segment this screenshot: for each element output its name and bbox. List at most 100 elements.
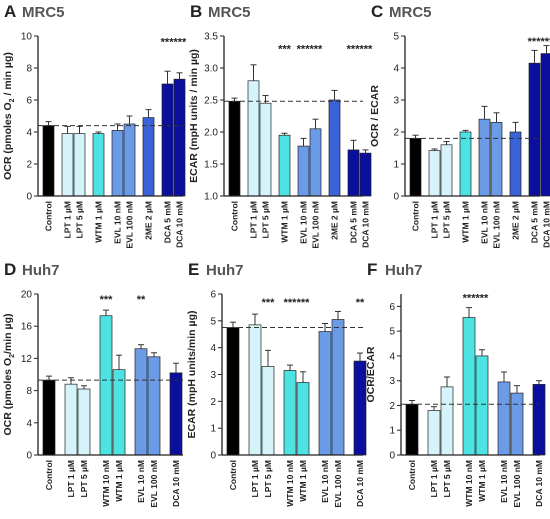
x-category-label: EVL 10 nM [136, 460, 146, 503]
bar [142, 117, 155, 197]
bar [259, 102, 272, 197]
y-tick-label: 3 [393, 96, 399, 107]
significance-marker: *** [100, 294, 114, 306]
x-category-label: WTM 1 µM [114, 460, 124, 502]
y-tick-label: 4 [393, 64, 399, 75]
y-tick-label: 0 [210, 451, 216, 462]
y-axis-label-part: OCR (pmoles O [2, 358, 14, 436]
significance-marker: *** [297, 297, 311, 309]
y-axis-label-part: ECAR (mpH units/min µg) [186, 311, 198, 439]
bar [440, 144, 453, 197]
y-axis-label: ECAR (mpH units / min µg) [188, 49, 200, 183]
x-category-label: 2ME 2 µM [144, 201, 154, 240]
panel-d: D Huh7 OCR (pmoles O2/min µg) 0 4 8 12 16 20 Cont… [2, 260, 183, 508]
bar [278, 134, 291, 197]
y-tick-label: 5 [393, 32, 399, 43]
x-category-label: WTM 10 nM [285, 460, 295, 507]
bar [510, 392, 524, 456]
y-tick-label: 4 [26, 418, 32, 429]
x-category-label: Control [44, 201, 54, 231]
bar [169, 372, 183, 456]
panel-letter: C [371, 2, 383, 21]
x-category-label: Control [407, 460, 417, 490]
bar [228, 100, 241, 197]
bar [73, 133, 86, 197]
x-category-label: Control [411, 201, 421, 231]
panel-title: MRC5 [22, 4, 65, 21]
x-category-label: LPT 1 µM [249, 201, 259, 238]
bar [328, 99, 341, 197]
y-tick-label: 3.5 [204, 32, 218, 43]
bar [248, 324, 262, 456]
y-tick-label: 2 [26, 160, 32, 171]
x-category-label: DCA 10 mM [534, 460, 544, 507]
x-category-label: WTM 1 µM [298, 460, 308, 502]
x-category-label: Control [228, 460, 238, 490]
x-category-label: LPT 5 µM [263, 460, 273, 497]
x-category-label: LPT 1 µM [250, 460, 260, 497]
significance-marker: *** [278, 44, 292, 56]
bar [347, 149, 360, 197]
y-tick-label: 4 [26, 128, 32, 139]
x-category-label: EVL 100 nM [512, 460, 522, 508]
x-category-label: EVL 100 nM [333, 460, 343, 508]
bar [427, 410, 441, 456]
bar [297, 145, 310, 197]
bar [409, 138, 422, 197]
x-category-label: LPT 1 µM [430, 201, 440, 238]
y-tick-label: 3 [389, 376, 395, 387]
y-axis-label-part: / min µg) [2, 52, 14, 98]
x-category-label: DCA 5 mM [163, 201, 173, 243]
y-axis-label-subscript: 2 [9, 98, 16, 102]
x-category-label: EVL 10 nM [320, 460, 330, 503]
bar [247, 80, 260, 197]
x-category-label: LPT 1 µM [63, 201, 73, 238]
bar [92, 133, 105, 197]
y-tick-label: 4 [389, 351, 395, 362]
y-axis-label-part: /min µg) [2, 314, 14, 354]
y-tick-label: 1.5 [204, 160, 218, 171]
x-category-label: Control [44, 460, 54, 490]
y-tick-label: 0 [26, 192, 32, 203]
x-category-label: EVL 100 nM [311, 201, 321, 249]
y-tick-label: 1 [393, 160, 399, 171]
y-tick-label: 5 [210, 316, 216, 327]
bar [173, 78, 186, 197]
y-tick-label: 8 [26, 386, 32, 397]
panel-e: E Huh7 ECAR (mpH units/min µg) 0 1 2 3 4 5 6 Contr… [186, 260, 367, 508]
panel-b: B MRC5 ECAR (mpH units / min µg) 1.0 1.5 2.0 2… [188, 2, 373, 249]
y-axis-label-part: OCR/ECAR [365, 346, 377, 402]
bar [283, 370, 297, 456]
x-category-label: WTM 1 µM [94, 201, 104, 243]
y-axis-label-subscript: 2 [9, 354, 16, 358]
x-category-label: LPT 5 µM [442, 460, 452, 497]
y-tick-label: 1 [389, 426, 395, 437]
x-category-label: EVL 10 nM [299, 201, 309, 244]
y-axis-label-part: OCR / ECAR [369, 85, 381, 147]
significance-marker: ****** [463, 292, 489, 304]
bar [428, 150, 441, 197]
y-axis-label-part: ECAR (mpH units / min µg) [188, 49, 200, 183]
x-category-label: LPT 1 µM [429, 460, 439, 497]
y-tick-label: 4 [210, 343, 216, 354]
bar [64, 383, 78, 456]
bar [296, 382, 310, 456]
bar [134, 348, 148, 456]
panel-f: F Huh7 OCR/ECAR 0 1 2 3 4 5 6 Control LPT 1 µM LPT 5… [365, 260, 546, 508]
bar [532, 384, 546, 456]
bar [528, 62, 541, 197]
bar [462, 317, 476, 456]
x-category-label: LPT 5 µM [442, 201, 452, 238]
x-category-label: DCA 5 mM [530, 201, 540, 243]
x-category-label: DCA 10 mM [361, 201, 371, 248]
y-tick-label: 2.5 [204, 96, 218, 107]
bar [318, 331, 332, 456]
y-axis-label: ECAR (mpH units/min µg) [186, 311, 198, 439]
y-tick-label: 1 [210, 424, 216, 435]
significance-marker: ****** [297, 44, 323, 56]
bar [226, 327, 240, 456]
bar [77, 388, 91, 456]
y-tick-label: 10 [21, 32, 33, 43]
